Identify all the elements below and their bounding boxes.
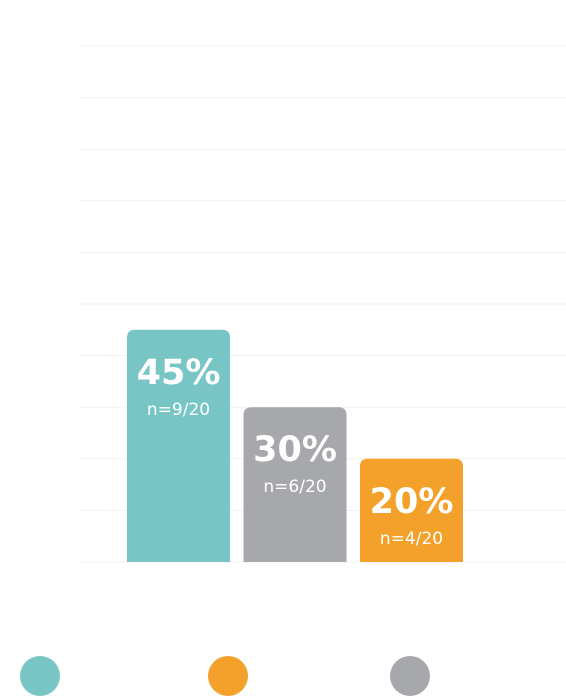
value-label: 20% xyxy=(370,482,454,522)
value-sublabel: n=4/20 xyxy=(380,529,443,549)
bar xyxy=(360,458,463,562)
bar xyxy=(127,329,230,562)
value-label: 30% xyxy=(253,430,337,470)
value-label: 45% xyxy=(137,353,221,393)
legend-dot xyxy=(20,656,60,696)
value-sublabel: n=6/20 xyxy=(263,477,326,497)
bar xyxy=(243,407,347,562)
legend-dot xyxy=(208,656,248,696)
legend-dot xyxy=(390,656,430,696)
value-sublabel: n=9/20 xyxy=(147,400,210,420)
